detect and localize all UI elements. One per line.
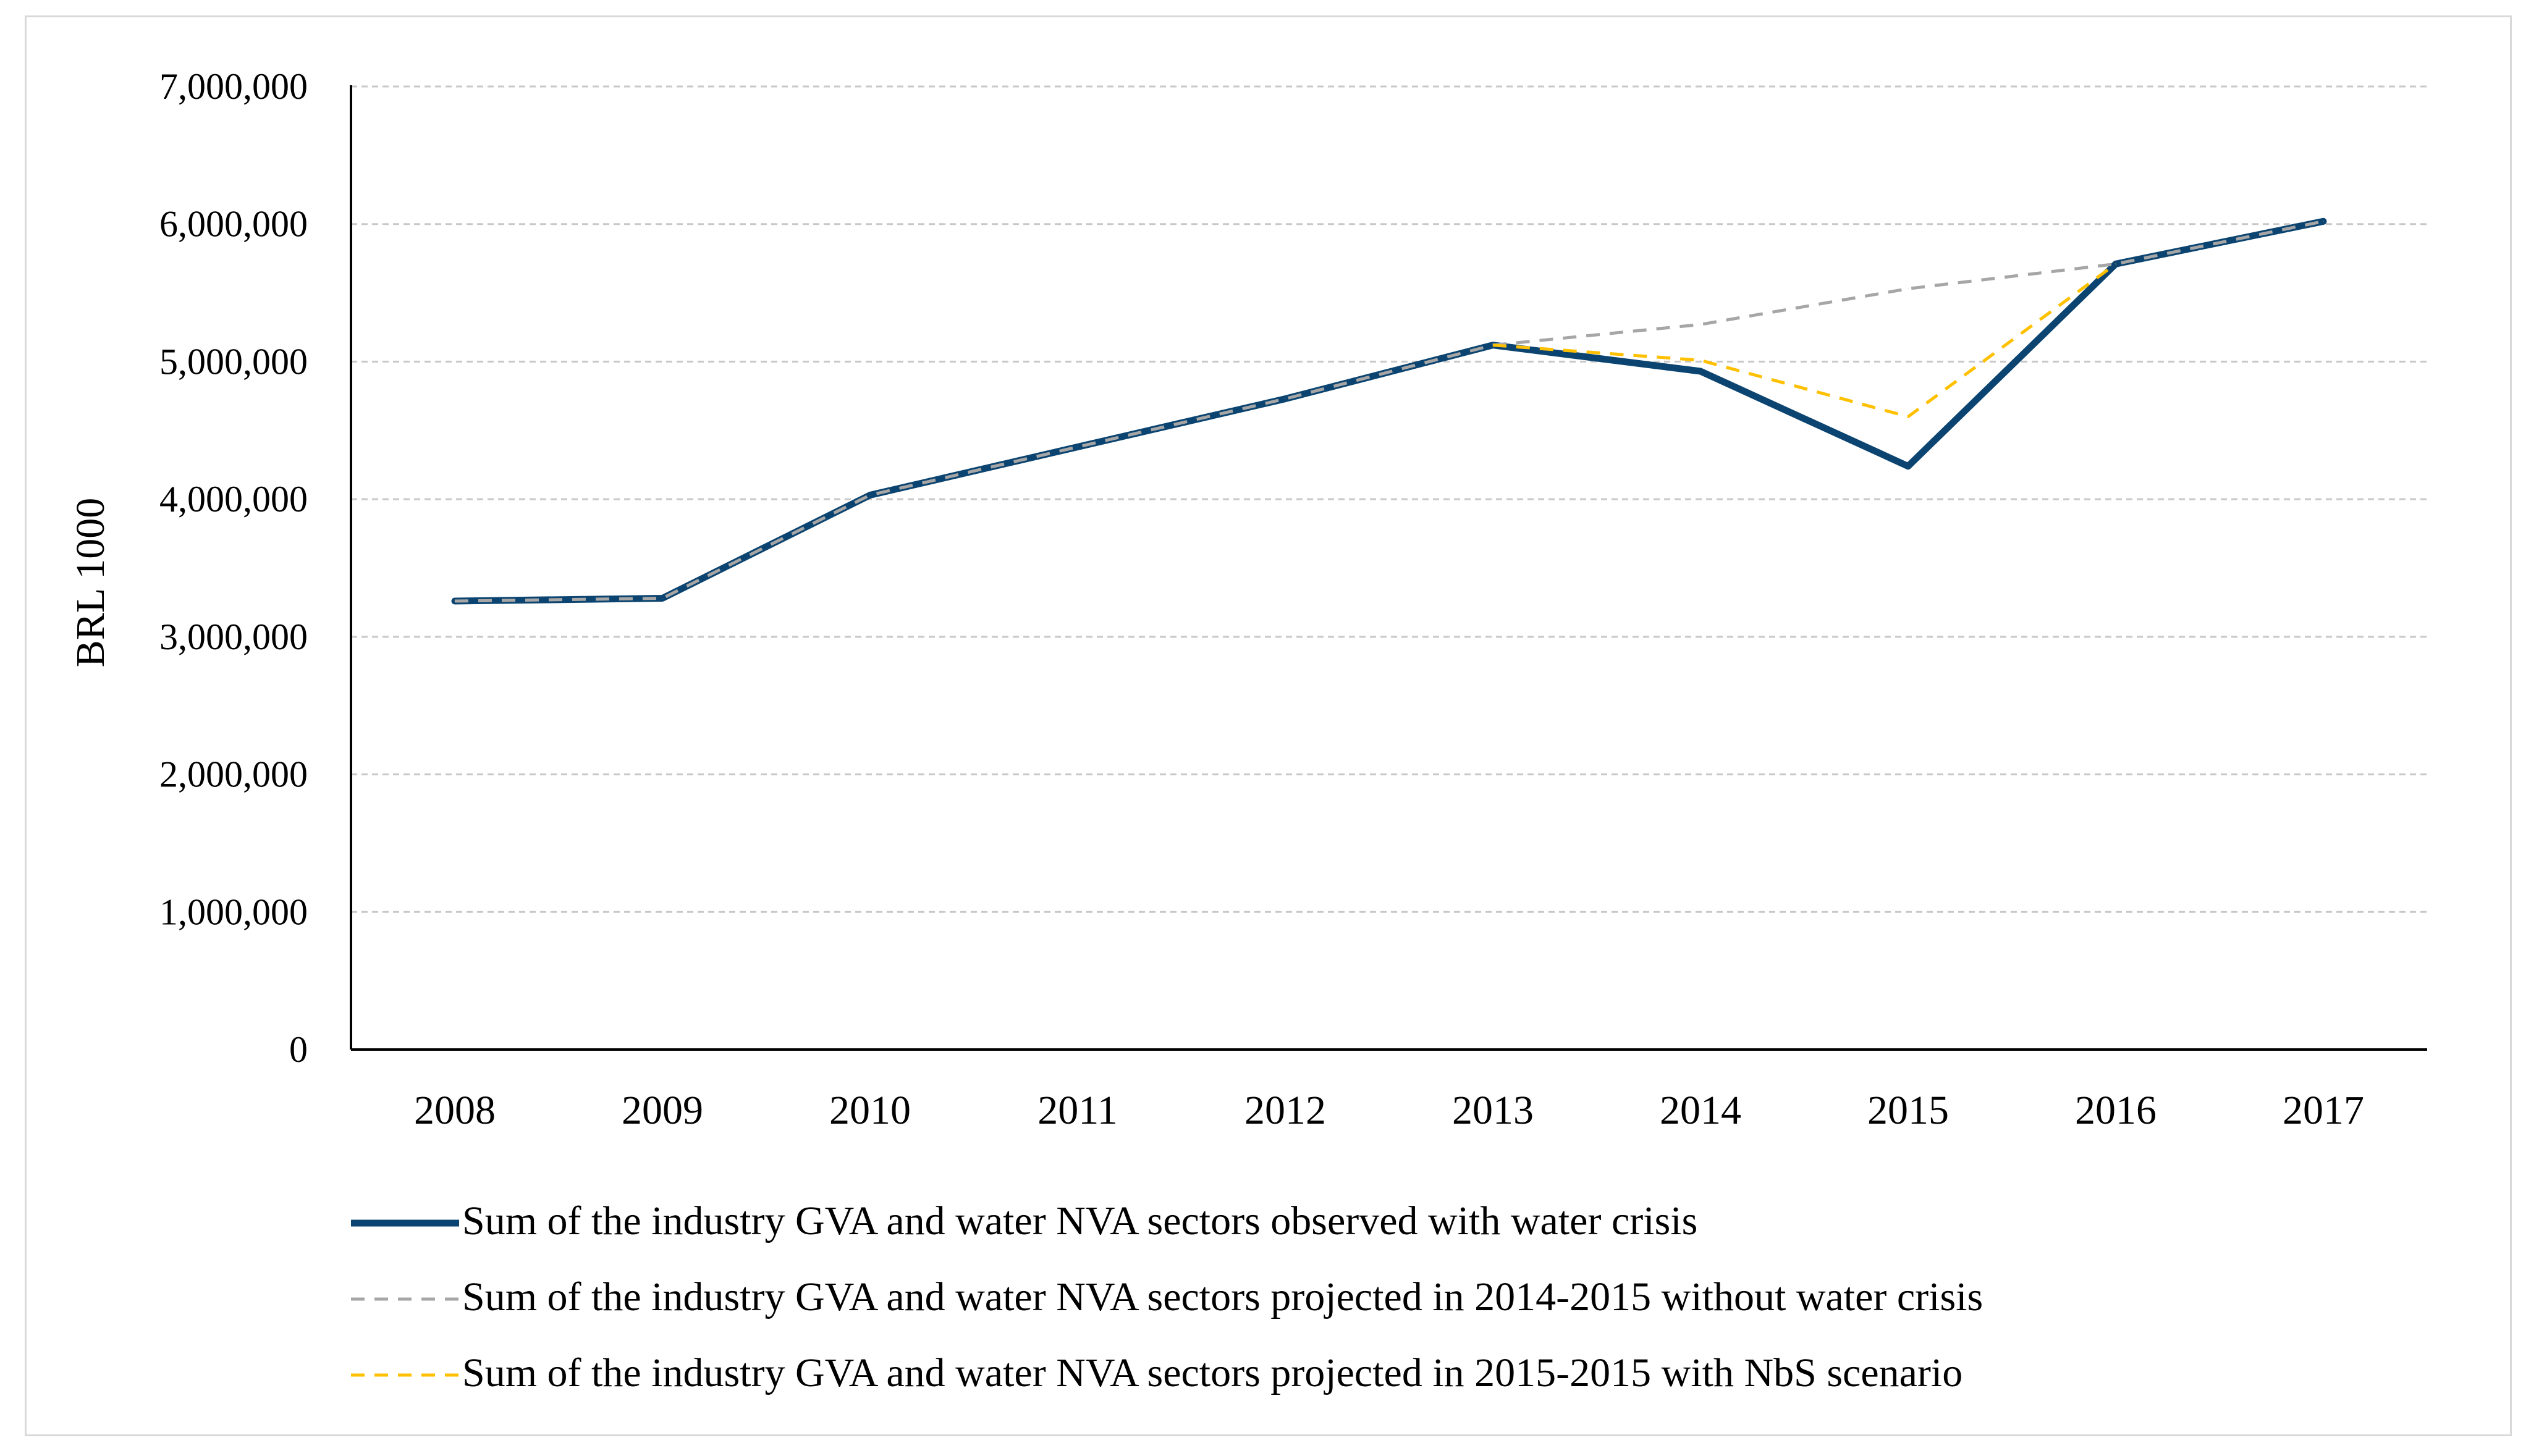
y-tick-label: 6,000,000	[159, 204, 308, 245]
data-point-series-2	[662, 597, 663, 599]
series-line-2	[454, 219, 2324, 603]
x-tick-label: 2014	[1660, 1088, 1741, 1133]
y-tick-label: 2,000,000	[159, 754, 308, 795]
x-tick-label: 2009	[622, 1088, 703, 1133]
y-tick-label: 3,000,000	[159, 616, 308, 657]
data-point-series-2	[1907, 288, 1909, 289]
x-tick-label: 2008	[414, 1088, 496, 1133]
y-tick-label: 7,000,000	[159, 66, 308, 107]
y-tick-label: 1,000,000	[159, 891, 308, 932]
data-point-series-1	[1700, 371, 1701, 372]
x-tick-label: 2015	[1867, 1088, 1949, 1133]
x-tick-label: 2013	[1452, 1088, 1534, 1133]
data-point-series-3	[1700, 360, 1701, 361]
y-axis-title: BRL 1000	[68, 498, 113, 667]
data-point-series-2	[1700, 324, 1701, 325]
data-point-series-2	[1285, 398, 1286, 400]
y-tick-label: 4,000,000	[159, 479, 308, 520]
x-tick-label: 2017	[2283, 1088, 2364, 1133]
series-line-3	[1492, 263, 2117, 418]
chart-frame: 0 1,000,000 2,000,000 3,000,000 4,000,000 5,0…	[25, 15, 2512, 1436]
y-tick-label: 0	[289, 1029, 308, 1070]
x-tick-label: 2012	[1244, 1088, 1326, 1133]
legend-label-3: Sum of the industry GVA and water NVA se…	[462, 1350, 1962, 1395]
series-line-1	[451, 217, 2327, 605]
data-point-series-3	[1907, 416, 1909, 418]
legend-label-1: Sum of the industry GVA and water NVA se…	[462, 1198, 1697, 1243]
x-tick-label: 2011	[1037, 1088, 1118, 1133]
x-tick-label: 2010	[829, 1088, 911, 1133]
y-tick-label: 5,000,000	[159, 341, 308, 382]
data-point-series-2	[2323, 221, 2324, 222]
x-tick-label: 2016	[2075, 1088, 2157, 1133]
line-chart: 0 1,000,000 2,000,000 3,000,000 4,000,000 5,0…	[68, 66, 2427, 1395]
legend-label-2: Sum of the industry GVA and water NVA se…	[462, 1274, 1983, 1319]
